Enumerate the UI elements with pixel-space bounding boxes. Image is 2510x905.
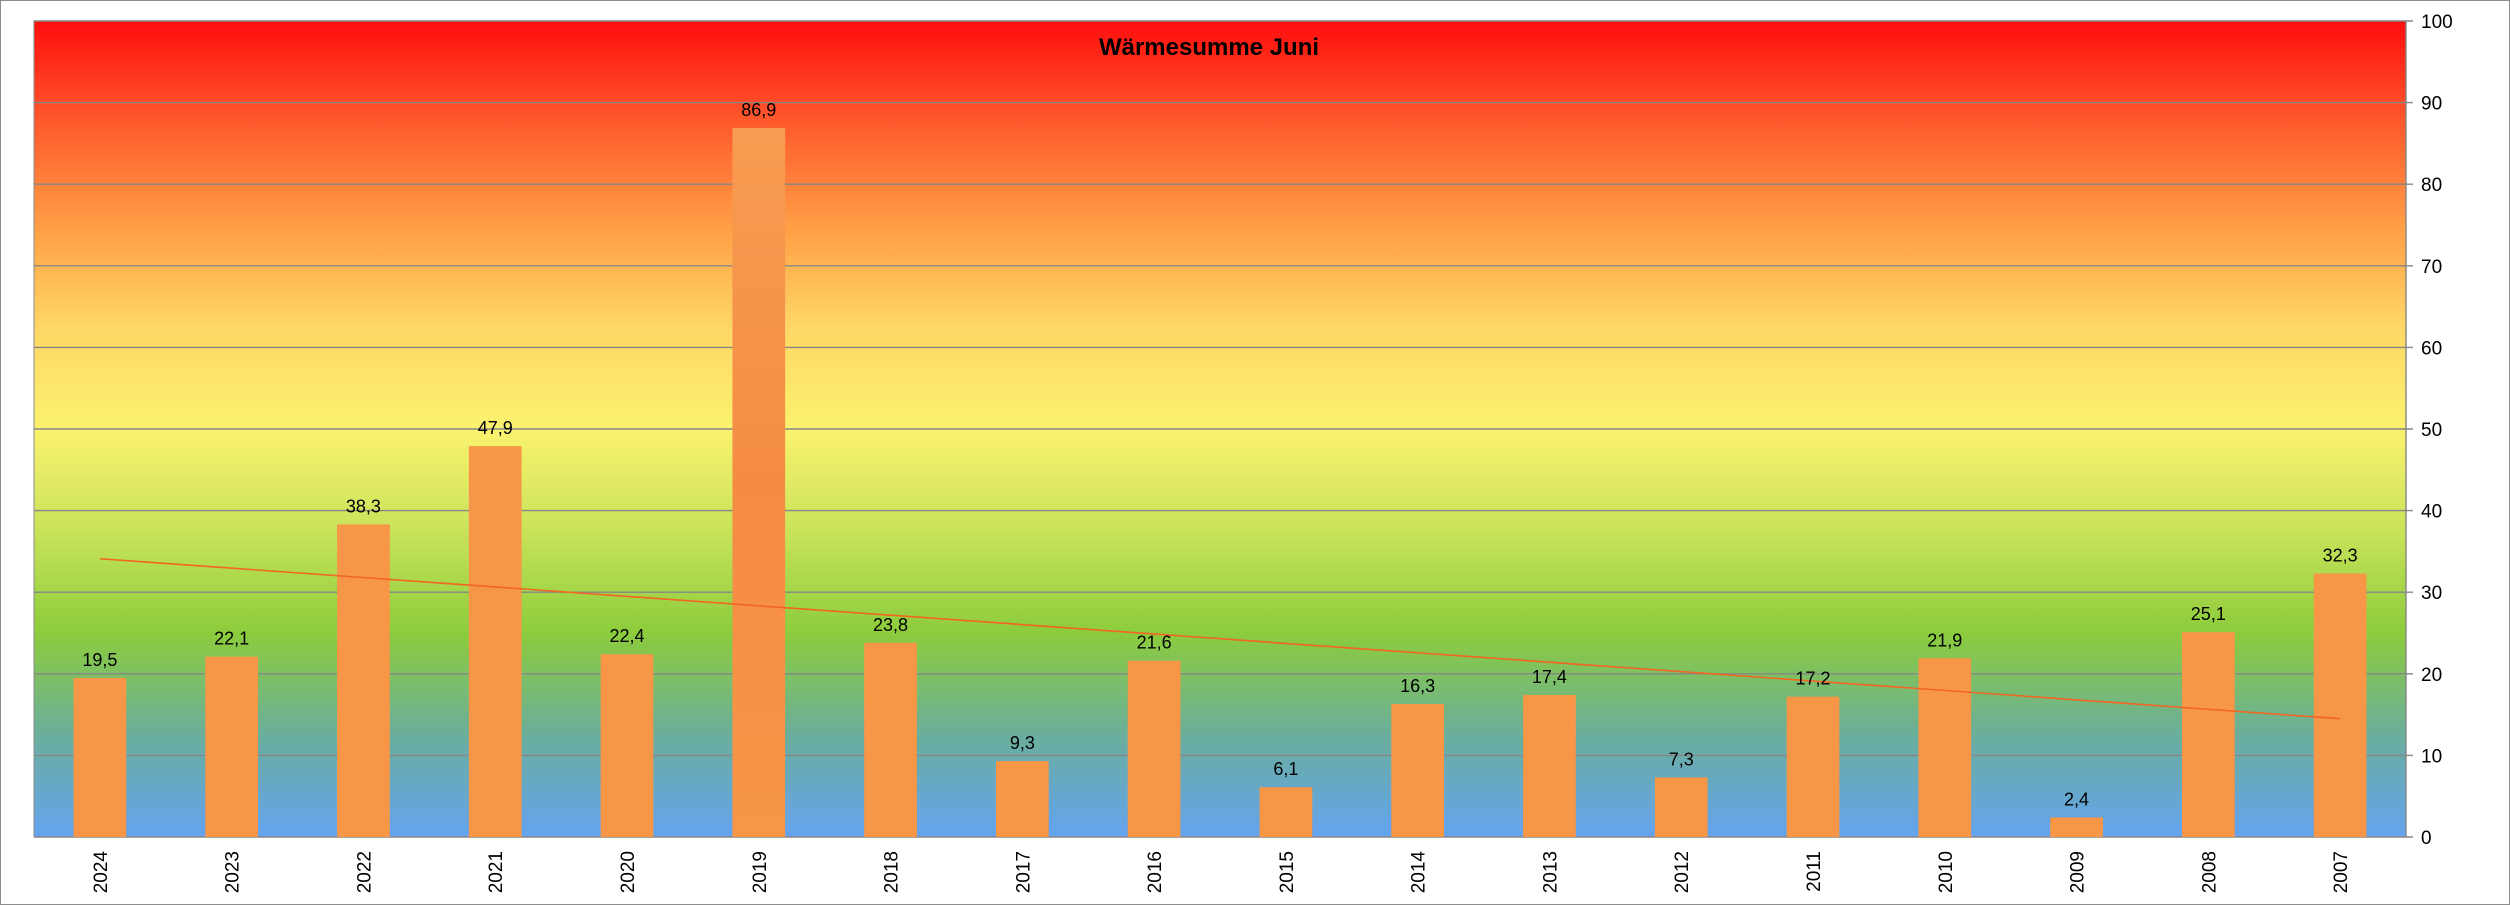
data-label: 2,4 — [2064, 789, 2089, 809]
x-tick-label: 2019 — [750, 851, 771, 893]
data-label: 9,3 — [1010, 733, 1035, 753]
bar — [337, 524, 390, 837]
y-tick-label: 90 — [2421, 94, 2442, 115]
bar — [205, 656, 259, 837]
y-tick-label: 0 — [2421, 828, 2432, 849]
x-tick-label: 2018 — [882, 851, 903, 893]
y-tick-label: 20 — [2421, 665, 2442, 686]
data-label: 22,1 — [214, 629, 249, 649]
data-label: 16,3 — [1400, 676, 1435, 696]
bar — [1523, 695, 1576, 837]
data-label: 47,9 — [478, 418, 513, 438]
x-tick-label: 2012 — [1672, 851, 1693, 893]
data-label: 86,9 — [741, 100, 776, 120]
x-tick-label: 2024 — [91, 851, 112, 894]
y-tick-label: 60 — [2421, 338, 2442, 359]
x-tick-label: 2008 — [2199, 851, 2220, 893]
x-tick-label: 2015 — [1277, 851, 1298, 893]
x-tick-label: 2009 — [2068, 851, 2089, 893]
bar — [732, 127, 786, 837]
x-tick-label: 2023 — [223, 851, 244, 893]
bar — [2313, 573, 2367, 837]
y-tick-label: 10 — [2421, 746, 2442, 767]
x-tick-label: 2014 — [1409, 851, 1430, 894]
bars — [73, 127, 2367, 837]
x-axis-ticks: 2024 2023 2022 2021 2020 2019 2018 2017 2016 2015… — [91, 851, 2352, 894]
data-label: 32,3 — [2323, 545, 2358, 565]
data-label: 7,3 — [1669, 749, 1694, 769]
bar — [1918, 658, 1972, 837]
y-tick-label: 40 — [2421, 502, 2442, 523]
bar — [600, 654, 654, 837]
x-tick-label: 2007 — [2331, 851, 2352, 893]
y-tick-label: 80 — [2421, 175, 2442, 196]
x-tick-label: 2022 — [354, 851, 375, 893]
bar — [1259, 787, 1313, 837]
data-label: 6,1 — [1273, 759, 1298, 779]
bar — [468, 446, 522, 837]
data-label: 23,8 — [873, 615, 908, 635]
gridlines — [34, 20, 2413, 838]
trendline — [99, 557, 2341, 720]
data-labels: 19,5 22,1 38,3 47,9 22,4 86,9 23,8 9,3 21,6 6,1 16… — [82, 100, 2357, 810]
x-tick-label: 2011 — [1804, 851, 1825, 892]
bar — [1391, 703, 1445, 837]
data-label: 25,1 — [2191, 604, 2226, 624]
x-tick-label: 2016 — [1145, 851, 1166, 893]
y-tick-label: 100 — [2421, 12, 2453, 33]
data-label: 17,2 — [1795, 669, 1830, 689]
y-tick-label: 30 — [2421, 583, 2442, 604]
y-axis-ticks: 0 10 20 30 40 50 60 70 80 90 100 — [2421, 12, 2453, 849]
bar — [864, 642, 917, 837]
x-tick-label: 2017 — [1013, 851, 1034, 893]
bar — [2050, 817, 2103, 837]
data-label: 38,3 — [346, 496, 381, 516]
x-tick-label: 2021 — [486, 851, 507, 893]
x-tick-label: 2010 — [1936, 851, 1957, 893]
bar — [1127, 660, 1181, 837]
data-label: 17,4 — [1532, 667, 1567, 687]
chart-title: Wärmesumme Juni — [1099, 34, 1319, 61]
bar — [1786, 696, 1840, 837]
x-tick-label: 2013 — [1540, 851, 1561, 893]
bar — [1654, 777, 1708, 837]
data-label: 21,6 — [1137, 633, 1172, 653]
bar — [73, 677, 127, 837]
data-label: 21,9 — [1927, 630, 1962, 650]
y-tick-label: 70 — [2421, 257, 2442, 278]
x-tick-label: 2020 — [618, 851, 639, 893]
y-tick-label: 50 — [2421, 420, 2442, 441]
data-label: 22,4 — [609, 626, 644, 646]
data-label: 19,5 — [82, 650, 117, 670]
bar — [995, 761, 1049, 837]
bar — [2181, 632, 2235, 837]
